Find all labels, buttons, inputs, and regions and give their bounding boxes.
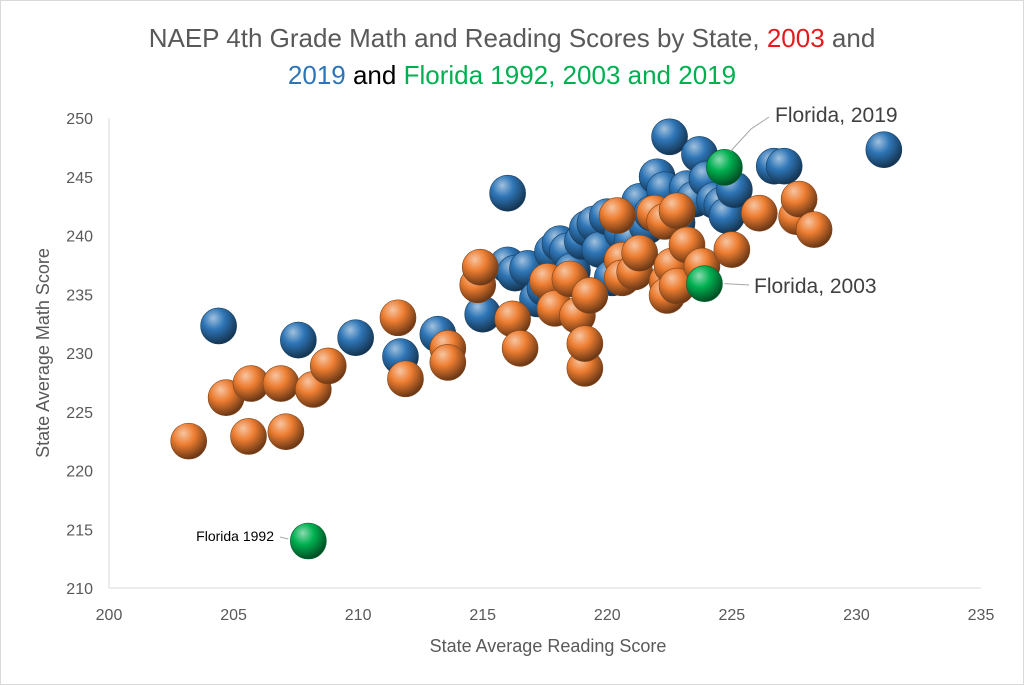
point-2003 [429,344,467,381]
annotation-leader-line [724,283,750,286]
y-tick-label: 210 [66,581,93,598]
y-tick-label: 250 [66,111,93,128]
x-tick-label: 215 [469,607,496,624]
chart-title-line-1: NAEP 4th Grade Math and Reading Scores b… [1,23,1023,54]
annotation-leader-line [279,536,289,540]
x-tick-label: 220 [594,607,621,624]
point-2003 [267,413,305,451]
point-2019 [280,321,317,359]
point-2019 [765,147,803,185]
annotation-leader-line [730,116,770,152]
x-axis-title: State Average Reading Score [430,636,667,656]
point-2019 [200,307,237,345]
point-2003 [387,360,424,398]
y-tick-label: 230 [66,346,93,363]
point-florida [706,149,743,186]
point-2003 [598,197,636,234]
point-florida [686,265,723,302]
annotation-florida-2019: Florida, 2019 [775,104,898,127]
point-2003 [309,347,347,385]
point-2003 [795,211,833,248]
x-tick-label: 200 [96,607,123,624]
x-tick-label: 230 [843,607,870,624]
y-tick-label: 220 [66,464,93,481]
title-part-and-black: and [345,60,404,90]
point-2003 [566,325,604,362]
x-tick-label: 210 [345,607,372,624]
point-2003 [713,231,751,268]
y-tick-label: 240 [66,229,93,246]
title-part-florida: Florida 1992, 2003 and 2019 [403,60,737,90]
annotation-florida-2003: Florida, 2003 [754,275,877,298]
x-tick-label: 235 [968,607,995,624]
y-axis-title: State Average Math Score [33,248,53,458]
point-2003 [780,180,818,218]
y-tick-label: 225 [66,405,93,422]
y-tick-label: 235 [66,287,93,304]
point-2003 [658,192,696,230]
title-part-1: NAEP 4th Grade Math and Reading Scores b… [148,23,767,53]
point-florida [290,522,327,560]
point-2019 [651,118,688,156]
point-2003 [621,234,658,272]
point-2003 [170,422,208,460]
title-part-and: and [824,23,876,53]
annotations: Florida, 2019 Florida, 2003 Florida 1992 [196,104,897,544]
x-tick-label: 225 [719,607,746,624]
point-2003 [461,248,499,286]
point-2003 [501,329,539,367]
point-2003 [230,418,267,455]
point-2003 [262,365,300,402]
y-tick-label: 215 [66,522,93,539]
title-part-2003: 2003 [766,23,825,53]
chart-title-line-2: 2019 and Florida 1992, 2003 and 2019 [1,60,1023,91]
point-2019 [489,174,526,212]
axes: 200 205 210 215 220 225 230 235 210 215 220 225 230 2… [66,111,994,624]
annotation-florida-1992: Florida 1992 [196,528,274,544]
title-part-2019: 2019 [287,60,346,90]
point-2003 [740,194,778,232]
y-tick-label: 245 [66,170,93,187]
x-tick-label: 205 [220,607,247,624]
point-2003 [379,299,417,337]
data-points [170,118,903,560]
point-2003 [571,277,609,314]
point-2019 [337,319,374,357]
point-2019 [865,131,903,169]
